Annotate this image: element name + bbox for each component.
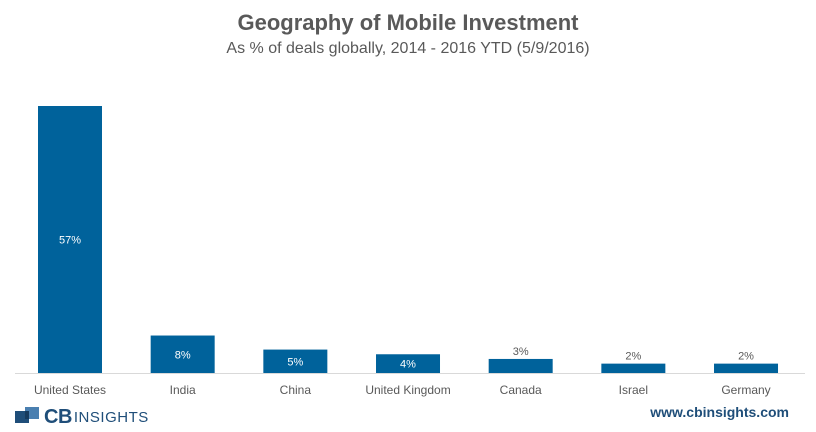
chart-title: Geography of Mobile Investment	[237, 10, 579, 35]
category-label-india: India	[170, 383, 196, 397]
data-label-india: 8%	[175, 349, 191, 361]
cb-insights-logo: CB INSIGHTS	[15, 405, 149, 429]
bar-united-states	[38, 106, 102, 373]
category-label-united-kingdom: United Kingdom	[365, 383, 450, 397]
bar-germany	[714, 363, 779, 373]
data-label-germany: 2%	[738, 351, 754, 363]
cb-logo-icon	[15, 407, 39, 423]
bar-china	[263, 349, 328, 373]
chart-subtitle: As % of deals globally, 2014 - 2016 YTD …	[226, 40, 590, 57]
category-label-canada: Canada	[500, 383, 542, 397]
bar-israel	[601, 363, 666, 373]
bar-united-kingdom	[376, 354, 441, 373]
data-label-united-states: 57%	[59, 235, 81, 247]
website-url: www.cbinsights.com	[650, 404, 789, 420]
data-label-israel: 2%	[625, 351, 641, 363]
bar-india	[150, 335, 215, 373]
category-label-israel: Israel	[619, 383, 648, 397]
category-label-china: China	[280, 383, 312, 397]
category-label-germany: Germany	[721, 383, 770, 397]
data-label-united-kingdom: 4%	[400, 359, 416, 371]
category-label-united-states: United States	[34, 383, 106, 397]
data-label-china: 5%	[287, 356, 303, 368]
logo-insights-text: INSIGHTS	[73, 408, 149, 426]
data-label-canada: 3%	[513, 346, 529, 358]
logo-cb-text: CB	[44, 405, 72, 428]
bar-canada	[488, 358, 553, 373]
